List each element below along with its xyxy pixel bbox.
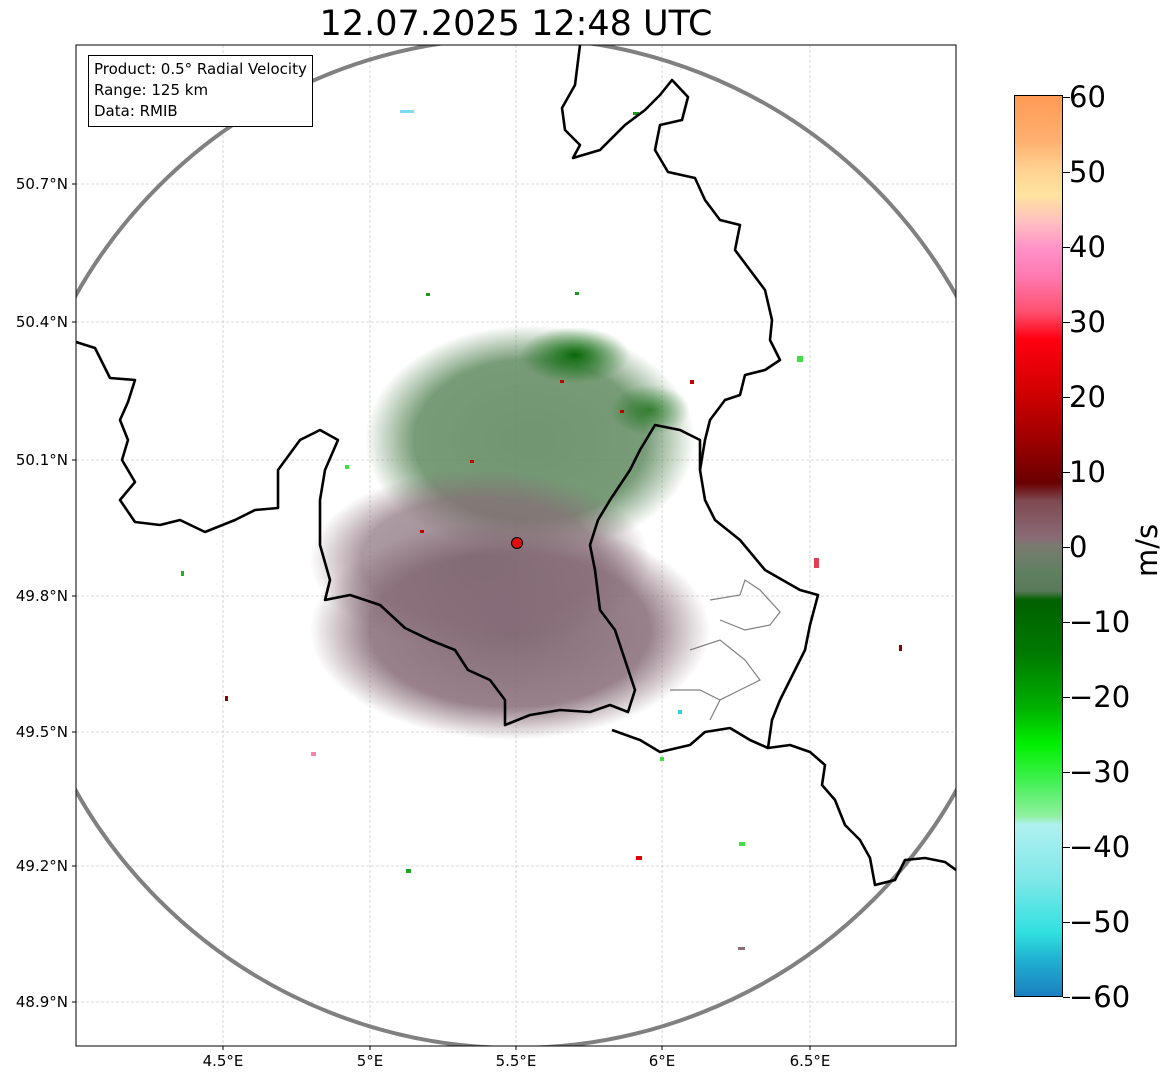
velocity-colorbar — [1014, 95, 1063, 997]
range-label: Range: 125 km — [94, 81, 209, 99]
lon-label: 4.5°E — [202, 1052, 244, 1070]
colorbar-tick-label: −40 — [1069, 830, 1131, 864]
colorbar-tick-mark — [1063, 772, 1070, 773]
lon-label: 5°E — [356, 1052, 384, 1070]
product-label: Product: 0.5° Radial Velocity — [94, 60, 307, 78]
colorbar-tick-label: 40 — [1069, 230, 1106, 264]
lat-label: 50.1°N — [15, 451, 68, 469]
colorbar-tick-label: −50 — [1069, 905, 1131, 939]
colorbar-tick-mark — [1063, 922, 1070, 923]
colorbar-tick-label: 50 — [1069, 155, 1106, 189]
country-borders — [76, 45, 956, 887]
colorbar-tick-label: −30 — [1069, 755, 1131, 789]
colorbar-tick-label: −10 — [1069, 605, 1131, 639]
colorbar-tick-label: 60 — [1069, 80, 1106, 114]
colorbar-tick-label: 0 — [1069, 530, 1088, 564]
colorbar-tick-mark — [1063, 322, 1070, 323]
colorbar-tick-mark — [1063, 97, 1070, 98]
colorbar-tick-mark — [1063, 697, 1070, 698]
colorbar-tick-mark — [1063, 622, 1070, 623]
lat-label: 49.2°N — [15, 857, 68, 875]
lon-label: 6°E — [648, 1052, 676, 1070]
map-title: 12.07.2025 12:48 UTC — [319, 4, 713, 44]
lon-label: 6.5°E — [789, 1052, 831, 1070]
colorbar-tick-mark — [1063, 997, 1070, 998]
lat-label: 50.7°N — [15, 175, 68, 193]
colorbar-tick-label: 10 — [1069, 455, 1106, 489]
colorbar-tick-label: −20 — [1069, 680, 1131, 714]
colorbar-tick-label: 20 — [1069, 380, 1106, 414]
colorbar-tick-mark — [1063, 472, 1070, 473]
data-source-label: Data: RMIB — [94, 102, 178, 120]
colorbar-tick-label: 30 — [1069, 305, 1106, 339]
lat-label: 50.4°N — [15, 313, 68, 331]
axis-ticks — [72, 183, 811, 1050]
echo-speckles — [181, 110, 902, 950]
radar-site-marker — [511, 537, 523, 549]
lat-label: 48.9°N — [15, 993, 68, 1011]
colorbar-tick-mark — [1063, 172, 1070, 173]
colorbar-tick-mark — [1063, 547, 1070, 548]
lat-label: 49.8°N — [15, 587, 68, 605]
colorbar-tick-label: −60 — [1069, 980, 1131, 1014]
colorbar-tick-mark — [1063, 247, 1070, 248]
region-borders — [670, 579, 781, 721]
lon-label: 5.5°E — [495, 1052, 537, 1070]
product-info-box: Product: 0.5° Radial Velocity Range: 125… — [88, 55, 313, 127]
colorbar-tick-mark — [1063, 847, 1070, 848]
colorbar-unit-label: m/s — [1130, 523, 1164, 577]
colorbar-tick-mark — [1063, 397, 1070, 398]
lat-label: 49.5°N — [15, 723, 68, 741]
